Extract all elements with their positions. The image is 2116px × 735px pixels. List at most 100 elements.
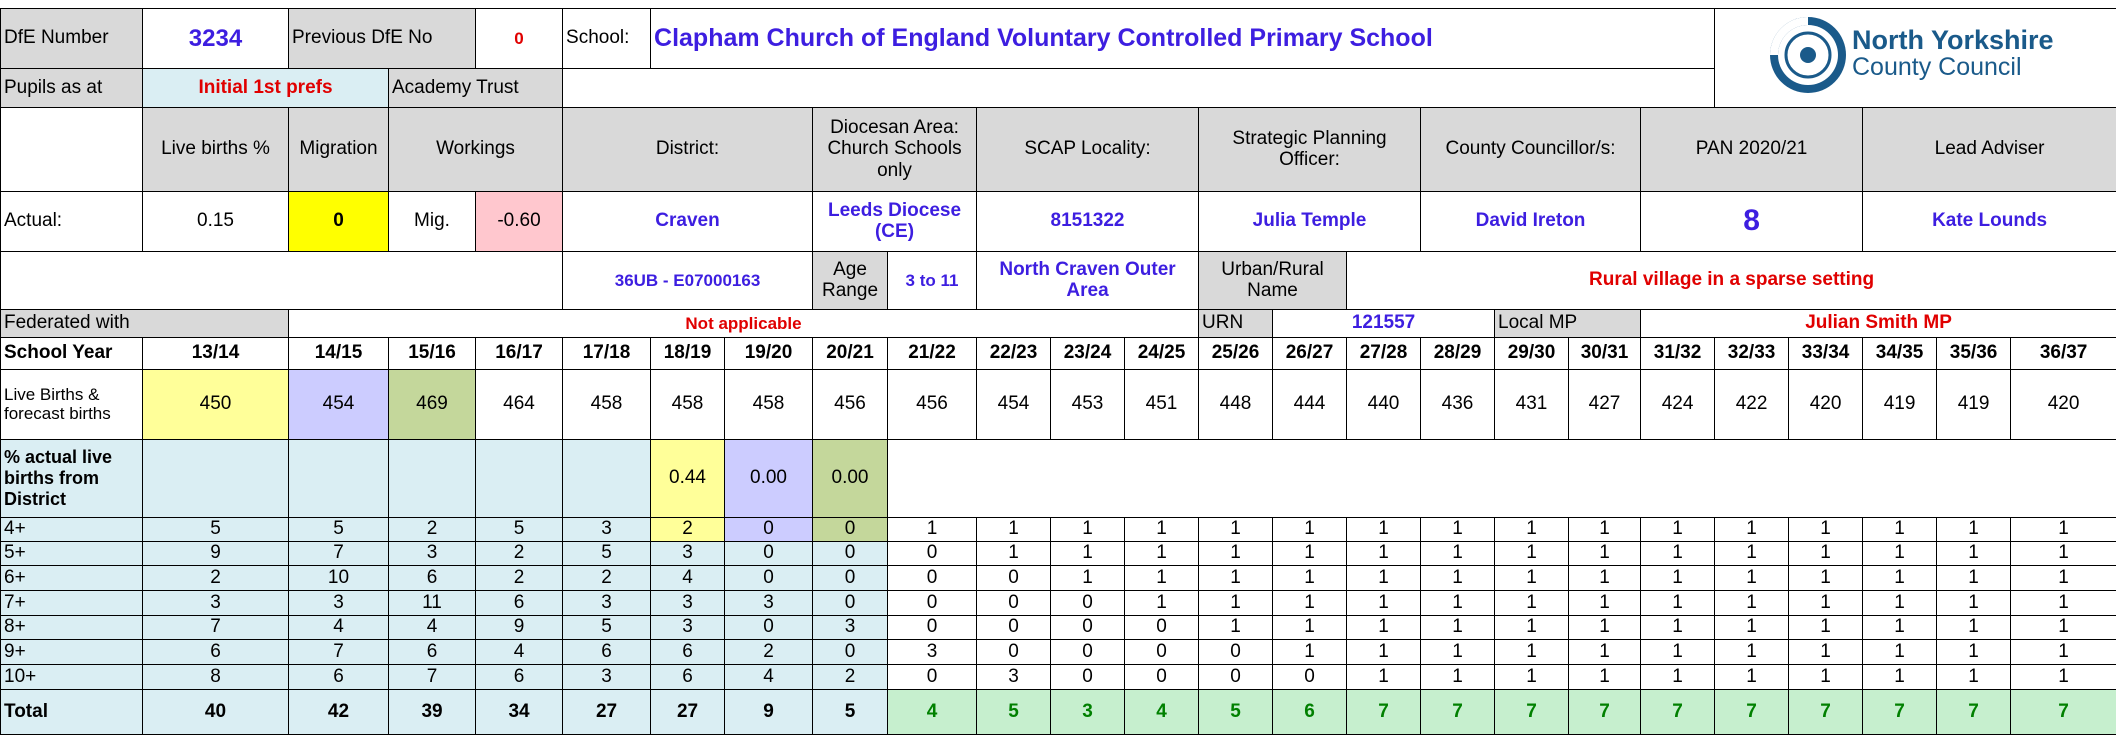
births-value: 424 <box>1641 369 1715 439</box>
count: 1 <box>1863 639 1937 664</box>
total-value: 7 <box>1641 689 1715 734</box>
blank <box>476 439 563 517</box>
count: 2 <box>563 565 651 590</box>
count: 2 <box>476 541 563 565</box>
value: 3 to 11 <box>888 251 977 309</box>
count: 1 <box>1569 639 1641 664</box>
year-header: 18/19 <box>651 337 725 369</box>
total-value: 6 <box>1273 689 1347 734</box>
count: 1 <box>1569 565 1641 590</box>
count: 0 <box>1125 615 1199 639</box>
count: 1 <box>1421 517 1495 541</box>
count: 1 <box>2011 517 2116 541</box>
count: 1 <box>2011 664 2116 689</box>
count: 1 <box>1125 590 1199 615</box>
count: 1 <box>1273 590 1347 615</box>
label: Strategic Planning Officer: <box>1199 107 1421 191</box>
total-value: 3 <box>1051 689 1125 734</box>
row-label: Live Births & forecast births <box>1 369 143 439</box>
count: 0 <box>1051 664 1125 689</box>
count: 5 <box>563 541 651 565</box>
count: 3 <box>813 615 888 639</box>
births-value: 458 <box>651 369 725 439</box>
count: 0 <box>813 639 888 664</box>
count: 1 <box>1937 615 2011 639</box>
count: 1 <box>2011 590 2116 615</box>
label: School: <box>563 9 651 69</box>
births-value: 422 <box>1715 369 1789 439</box>
count: 0 <box>1125 664 1199 689</box>
count: 1 <box>1569 664 1641 689</box>
total-value: 7 <box>1347 689 1421 734</box>
year-header: 35/36 <box>1937 337 2011 369</box>
births-value: 464 <box>476 369 563 439</box>
row-label: School Year <box>1 337 143 369</box>
year-header: 26/27 <box>1273 337 1347 369</box>
row-label: 8+ <box>1 615 143 639</box>
total-value: 7 <box>1569 689 1641 734</box>
value: 8151322 <box>977 191 1199 251</box>
count: 1 <box>1199 541 1273 565</box>
count: 4 <box>389 615 476 639</box>
count: 7 <box>289 639 389 664</box>
value: Craven <box>563 191 813 251</box>
count: 0 <box>813 590 888 615</box>
value: 0 <box>289 191 389 251</box>
label: SCAP Locality: <box>977 107 1199 191</box>
count: 0 <box>977 639 1051 664</box>
count: 1 <box>1789 639 1863 664</box>
births-value: 453 <box>1051 369 1125 439</box>
count: 1 <box>2011 565 2116 590</box>
total-value: 4 <box>888 689 977 734</box>
label: Federated with <box>1 309 289 337</box>
births-value: 451 <box>1125 369 1199 439</box>
label: Migration <box>289 107 389 191</box>
count: 1 <box>1789 664 1863 689</box>
count: 1 <box>888 517 977 541</box>
count: 3 <box>389 541 476 565</box>
count: 1 <box>1863 517 1937 541</box>
count: 1 <box>1569 615 1641 639</box>
count: 1 <box>2011 639 2116 664</box>
count: 1 <box>1569 541 1641 565</box>
count: 0 <box>977 565 1051 590</box>
count: 0 <box>725 541 813 565</box>
count: 1 <box>2011 541 2116 565</box>
count: 1 <box>1863 565 1937 590</box>
count: 1 <box>1495 517 1569 541</box>
count: 1 <box>1199 565 1273 590</box>
count: 10 <box>289 565 389 590</box>
pct-value: 0.44 <box>651 439 725 517</box>
count: 1 <box>1347 639 1421 664</box>
year-header: 20/21 <box>813 337 888 369</box>
count: 9 <box>143 541 289 565</box>
count: 3 <box>651 541 725 565</box>
count: 1 <box>1051 541 1125 565</box>
count: 1 <box>1421 664 1495 689</box>
births-value: 436 <box>1421 369 1495 439</box>
count: 3 <box>563 517 651 541</box>
year-header: 27/28 <box>1347 337 1421 369</box>
label: District: <box>563 107 813 191</box>
count: 1 <box>1641 639 1715 664</box>
year-header: 13/14 <box>143 337 289 369</box>
count: 0 <box>725 615 813 639</box>
count: 1 <box>1937 517 2011 541</box>
count: 1 <box>1863 615 1937 639</box>
count: 0 <box>888 541 977 565</box>
label: Diocesan Area: Church Schools only <box>813 107 977 191</box>
total-value: 9 <box>725 689 813 734</box>
count: 1 <box>1199 615 1273 639</box>
row-label: 9+ <box>1 639 143 664</box>
count: 0 <box>1051 615 1125 639</box>
count: 1 <box>1273 541 1347 565</box>
value: Not applicable <box>289 309 1199 337</box>
count: 8 <box>143 664 289 689</box>
total-value: 4 <box>1125 689 1199 734</box>
